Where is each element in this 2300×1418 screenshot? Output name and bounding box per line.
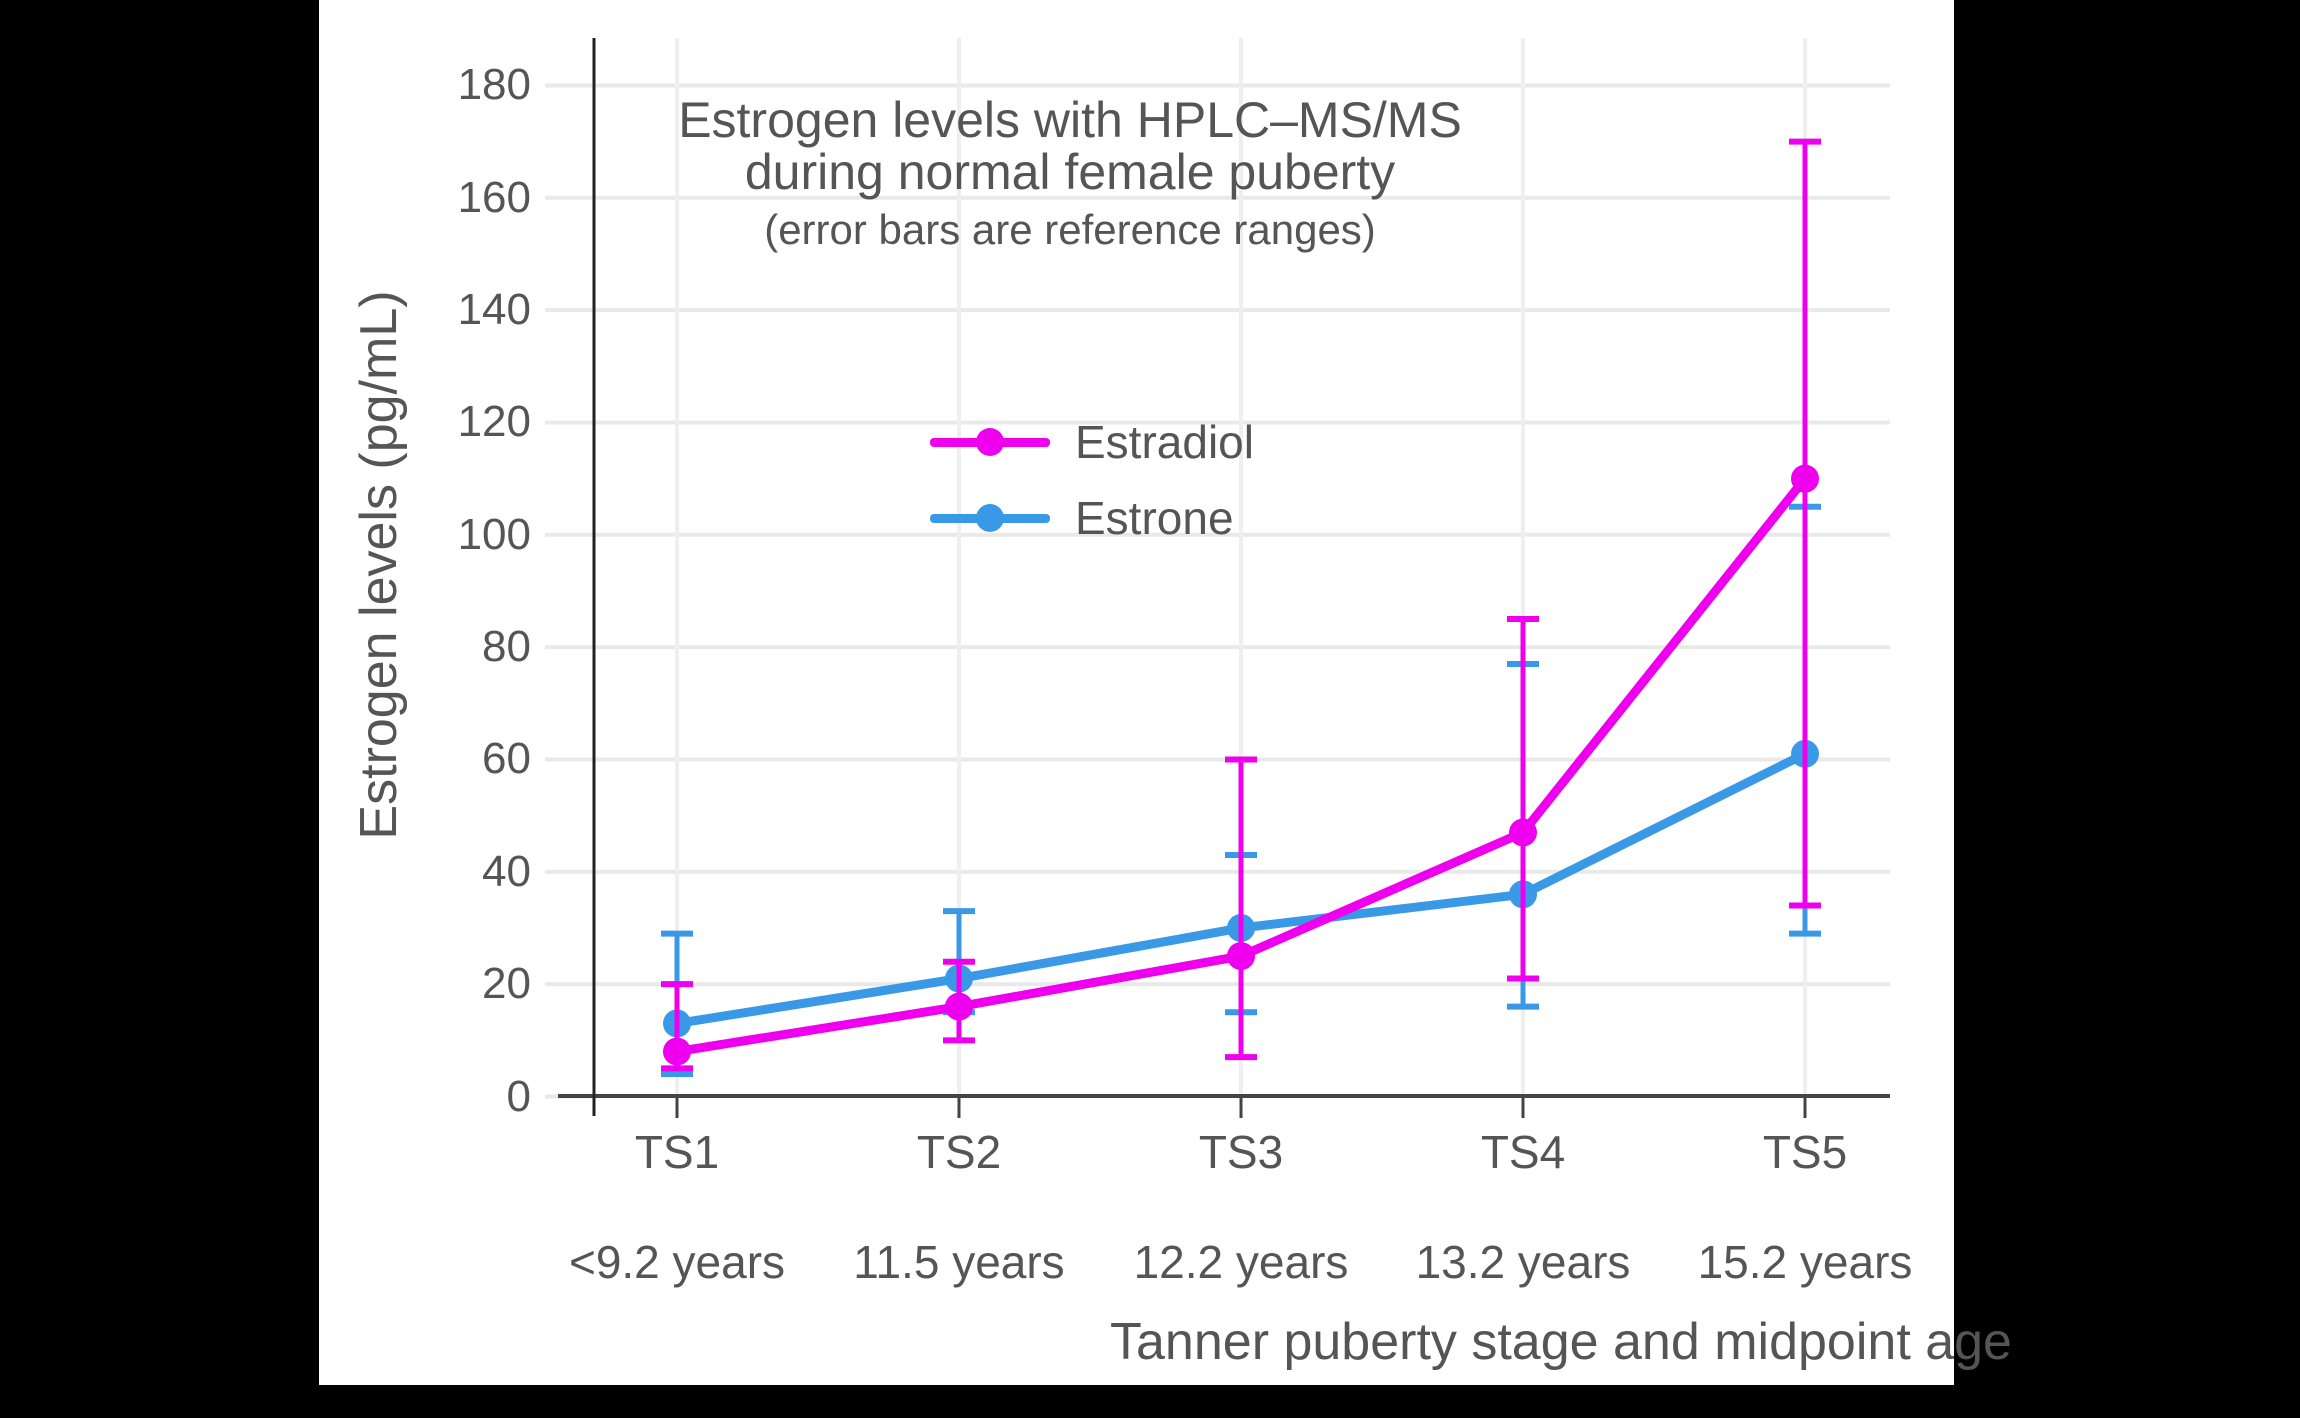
legend-item-estrone[interactable]: Estrone [930,492,1254,544]
x-tick-age-label-ts2: 11.5 years [853,1236,1065,1288]
x-tick-stage-label-ts5: TS5 [1762,1126,1848,1178]
data-point-estradiol-ts2 [945,992,973,1021]
y-tick-label-100: 100 [457,509,531,559]
data-point-estradiol-ts4 [1509,818,1537,847]
y-tick-label-0: 0 [506,1071,531,1121]
estradiol-line-marker-swatch [930,416,1050,468]
x-tick-stage-label-ts2: TS2 [916,1126,1002,1178]
legend-label-estradiol: Estradiol [1075,416,1254,468]
y-tick-label-120: 120 [457,397,531,447]
y-tick-label-20: 20 [482,959,531,1009]
y-tick-label-80: 80 [482,622,531,672]
x-tick-age-label-ts4: 13.2 years [1415,1236,1631,1288]
chart-title-line1: Estrogen levels with HPLC–MS/MS [678,92,1462,148]
legend-label-estrone: Estrone [1075,492,1234,544]
x-tick-stage-label-ts4: TS4 [1480,1126,1566,1178]
y-tick-label-60: 60 [482,734,531,784]
y-tick-label-140: 140 [457,285,531,335]
data-point-estradiol-ts5 [1791,464,1819,493]
plot-area [545,38,1890,1118]
x-axis-title: Tanner puberty stage and midpoint age [1110,1313,2012,1371]
estrone-line-marker-swatch [930,492,1050,544]
chart-canvas: Estrogen levels with HPLC–MS/MS during n… [319,0,2012,1385]
y-tick-label-40: 40 [482,846,531,896]
x-tick-stage-label-ts3: TS3 [1198,1126,1284,1178]
chart-title-line2: during normal female puberty [744,144,1396,200]
y-tick-label-180: 180 [457,60,531,110]
y-tick-label-160: 160 [457,172,531,222]
legend: Estradiol Estrone [930,416,1254,568]
data-point-estradiol-ts1 [663,1037,691,1066]
x-tick-age-label-ts1: <9.2 years [568,1236,786,1288]
x-tick-age-label-ts5: 15.2 years [1697,1236,1913,1288]
x-tick-stage-label-ts1: TS1 [634,1126,720,1178]
data-point-estradiol-ts3 [1227,942,1255,971]
legend-item-estradiol[interactable]: Estradiol [930,416,1254,468]
chart-subtitle: (error bars are reference ranges) [764,206,1376,253]
x-tick-age-label-ts3: 12.2 years [1133,1236,1349,1288]
